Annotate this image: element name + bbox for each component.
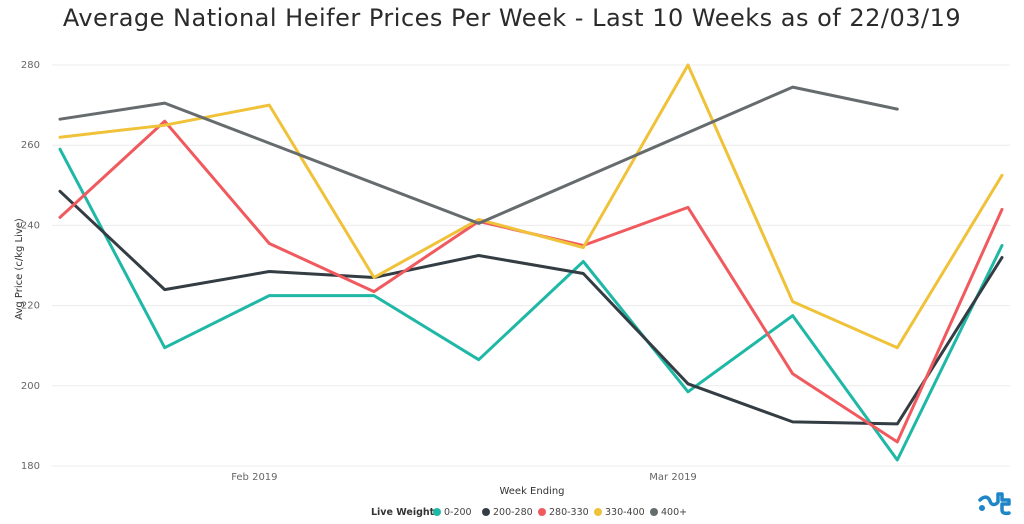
y-tick-label: 240 (21, 220, 40, 231)
legend-marker (538, 508, 546, 516)
legend-label: 330-400 (605, 507, 645, 518)
x-tick-label: Mar 2019 (649, 472, 697, 483)
legend-label: 400+ (661, 507, 687, 518)
series-line-330-400 (58, 63, 1004, 350)
y-tick-label: 200 (21, 381, 40, 392)
legend-marker (433, 508, 441, 516)
legend-label: 200-280 (493, 507, 533, 518)
y-tick-label: 220 (21, 301, 40, 312)
y-axis-ticks: 180 200 220 240 260 280 (21, 60, 40, 472)
legend-marker (650, 508, 658, 516)
series-line-280-330 (58, 119, 1004, 444)
series-line-400+ (58, 85, 899, 225)
x-axis-title: Week Ending (499, 486, 564, 497)
legend-marker (594, 508, 602, 516)
y-axis-title: Avg Price (c/kg Live) (14, 218, 25, 320)
series-line-0-200 (58, 147, 1004, 462)
legend-marker (482, 508, 490, 516)
legend: Live Weight 0-200 200-280 280-330 330-400 400… (371, 507, 687, 518)
chart-title: Average National Heifer Prices Per Week … (62, 4, 962, 32)
legend-label: 0-200 (444, 507, 472, 518)
gridlines (52, 64, 1010, 467)
brand-logo-icon (978, 492, 1011, 516)
series-lines (58, 63, 1004, 462)
y-tick-label: 280 (21, 60, 40, 71)
series-line-200-280 (58, 189, 1004, 426)
x-axis-ticks: Feb 2019 Mar 2019 (231, 472, 697, 483)
y-tick-label: 180 (21, 461, 40, 472)
x-tick-label: Feb 2019 (231, 472, 277, 483)
legend-label: 280-330 (549, 507, 589, 518)
y-tick-label: 260 (21, 140, 40, 151)
legend-title: Live Weight (371, 507, 435, 518)
